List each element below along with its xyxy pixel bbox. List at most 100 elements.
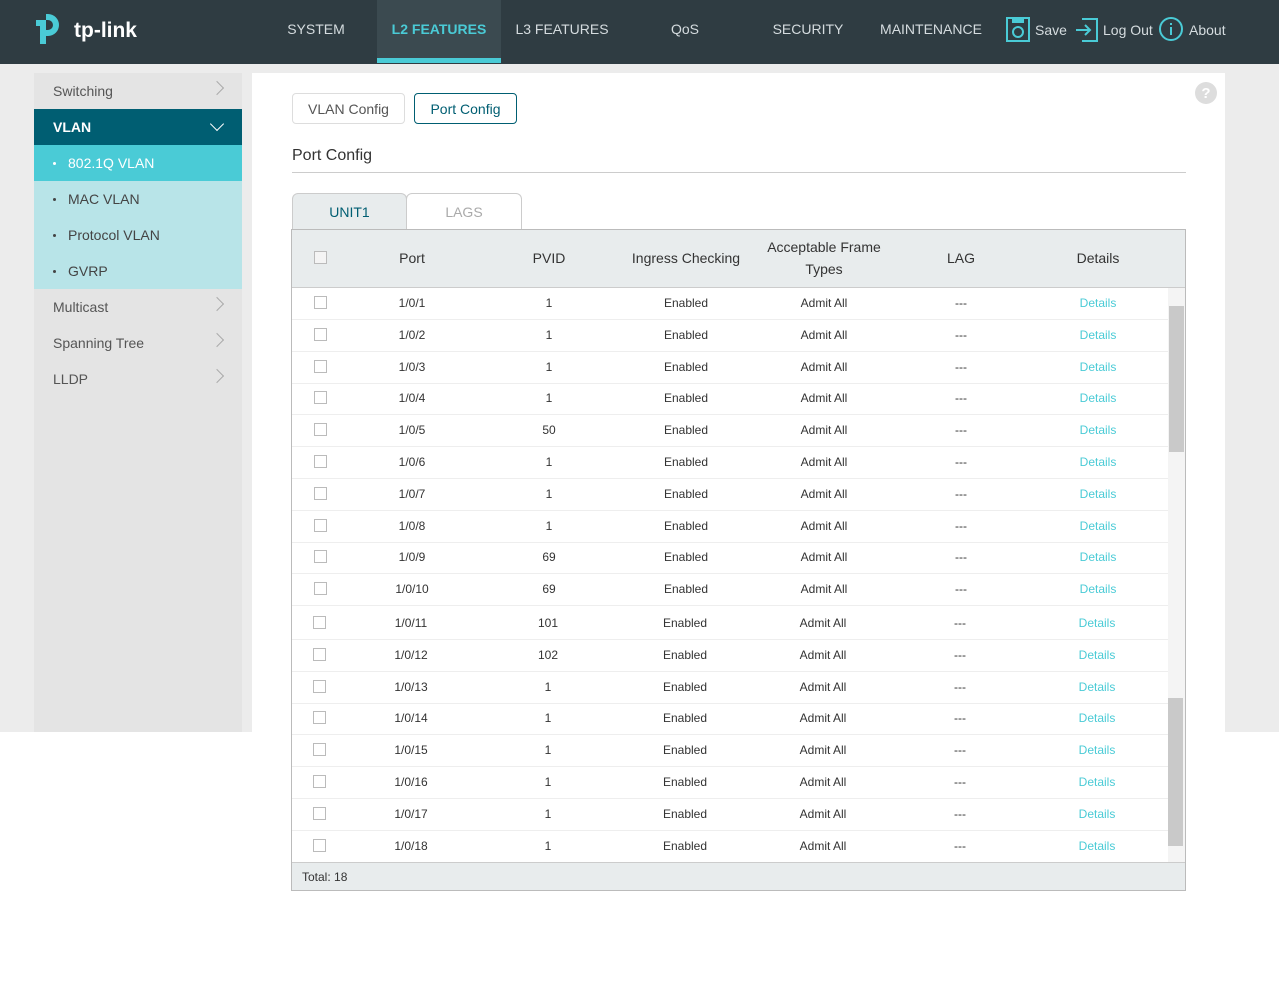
sidebar-subitem[interactable]: GVRP [34,253,242,289]
table-header-bg [292,230,1185,288]
config-tab[interactable]: VLAN Config [292,93,405,124]
cell: --- [955,359,967,374]
details-link[interactable]: Details [1079,455,1117,469]
checkbox[interactable] [313,743,326,757]
sidebar-subitem[interactable]: 802.1Q VLAN [34,145,242,181]
column-header: Ingress Checking [631,250,741,266]
details-link[interactable]: Details [1078,647,1116,662]
checkbox[interactable] [314,251,327,264]
details-link[interactable]: Details [1079,582,1117,597]
config-tab[interactable]: Port Config [414,93,517,124]
cell: Admit All [800,359,848,374]
details-link[interactable]: Details [1079,423,1117,438]
nav-item[interactable]: QoS [670,21,699,37]
scrollbar-thumb[interactable] [1169,306,1184,452]
cell: 1/0/10 [395,582,429,597]
checkbox[interactable] [314,518,327,532]
nav-item[interactable]: SECURITY [772,21,844,37]
cell: 1/0/9 [398,550,426,565]
unit-tab[interactable]: LAGS [406,193,522,230]
checkbox[interactable] [313,806,326,820]
sidebar-item[interactable]: Switching [53,83,113,99]
checkbox[interactable] [313,616,326,629]
sidebar-item[interactable]: Spanning Tree [53,335,145,351]
cell: --- [954,679,966,694]
checkbox[interactable] [314,391,327,405]
cell: 1/0/7 [398,486,426,501]
details-link[interactable]: Details [1078,711,1116,726]
column-header: Details [1076,250,1120,266]
logo-icon [36,14,59,44]
header-action[interactable]: About [1189,22,1226,38]
details-link[interactable]: Details [1079,359,1117,374]
sidebar-item[interactable]: VLAN [34,109,242,145]
save-icon [1006,17,1030,42]
logo-text: tp-link [74,19,137,42]
checkbox[interactable] [314,550,327,564]
details-link[interactable]: Details [1078,806,1116,821]
unit-tab[interactable]: UNIT1 [292,193,407,230]
logout-icon [1076,18,1098,42]
cell: 1 [545,327,553,342]
cell: 1/0/5 [398,423,426,438]
checkbox[interactable] [314,296,327,309]
help-icon[interactable]: ? [1195,82,1217,104]
checkbox[interactable] [313,711,326,725]
checkbox[interactable] [314,359,327,373]
details-link[interactable]: Details [1079,327,1117,342]
row-separator [292,766,1168,768]
details-link[interactable]: Details [1078,743,1116,758]
cell: 102 [537,647,559,662]
checkbox[interactable] [313,838,326,852]
nav-item[interactable]: MAINTENANCE [880,21,982,37]
table-frame [291,229,1186,891]
cell: Admit All [799,679,847,694]
header-action[interactable]: Log Out [1103,22,1153,38]
cell: Enabled [663,327,709,342]
cell: 1/0/8 [398,518,426,533]
checkbox[interactable] [313,647,326,661]
sidebar-subitem[interactable]: MAC VLAN [34,181,242,217]
checkbox[interactable] [314,423,327,437]
checkbox[interactable] [314,582,327,596]
row-separator [292,478,1168,479]
details-link[interactable]: Details [1078,679,1116,694]
sidebar-item[interactable]: LLDP [53,371,89,387]
checkbox[interactable] [314,455,327,468]
details-link[interactable]: Details [1079,486,1117,501]
row-separator [292,573,1168,575]
details-link[interactable]: Details [1078,838,1116,853]
sidebar-item[interactable]: Multicast [53,299,109,315]
cell: Enabled [662,647,708,662]
cell: 1 [545,486,553,501]
checkbox[interactable] [314,486,327,500]
header-action[interactable]: Save [1035,22,1067,38]
row-separator [292,670,1168,672]
scrollbar-thumb[interactable] [1168,698,1183,846]
row-separator [292,541,1168,543]
checkbox[interactable] [313,679,326,693]
cell: Enabled [662,838,708,853]
details-link[interactable]: Details [1079,296,1117,310]
details-link[interactable]: Details [1079,550,1117,565]
cell: 1 [544,838,552,853]
sidebar-subitem[interactable]: Protocol VLAN [34,217,242,253]
nav-item[interactable]: SYSTEM [287,21,345,37]
cell: Enabled [662,679,708,694]
row-separator [292,414,1168,416]
cell: --- [955,391,967,406]
checkbox[interactable] [314,327,327,341]
details-link[interactable]: Details [1078,616,1116,630]
details-link[interactable]: Details [1078,775,1116,789]
nav-item[interactable]: L2 FEATURES [391,21,487,37]
cell: Enabled [663,550,709,565]
cell: --- [954,806,966,821]
checkbox[interactable] [313,775,326,788]
nav-item[interactable]: L3 FEATURES [515,21,609,37]
details-link[interactable]: Details [1079,391,1117,406]
cell: 101 [537,616,559,630]
nav-active-bg [377,0,501,63]
details-link[interactable]: Details [1079,518,1117,533]
